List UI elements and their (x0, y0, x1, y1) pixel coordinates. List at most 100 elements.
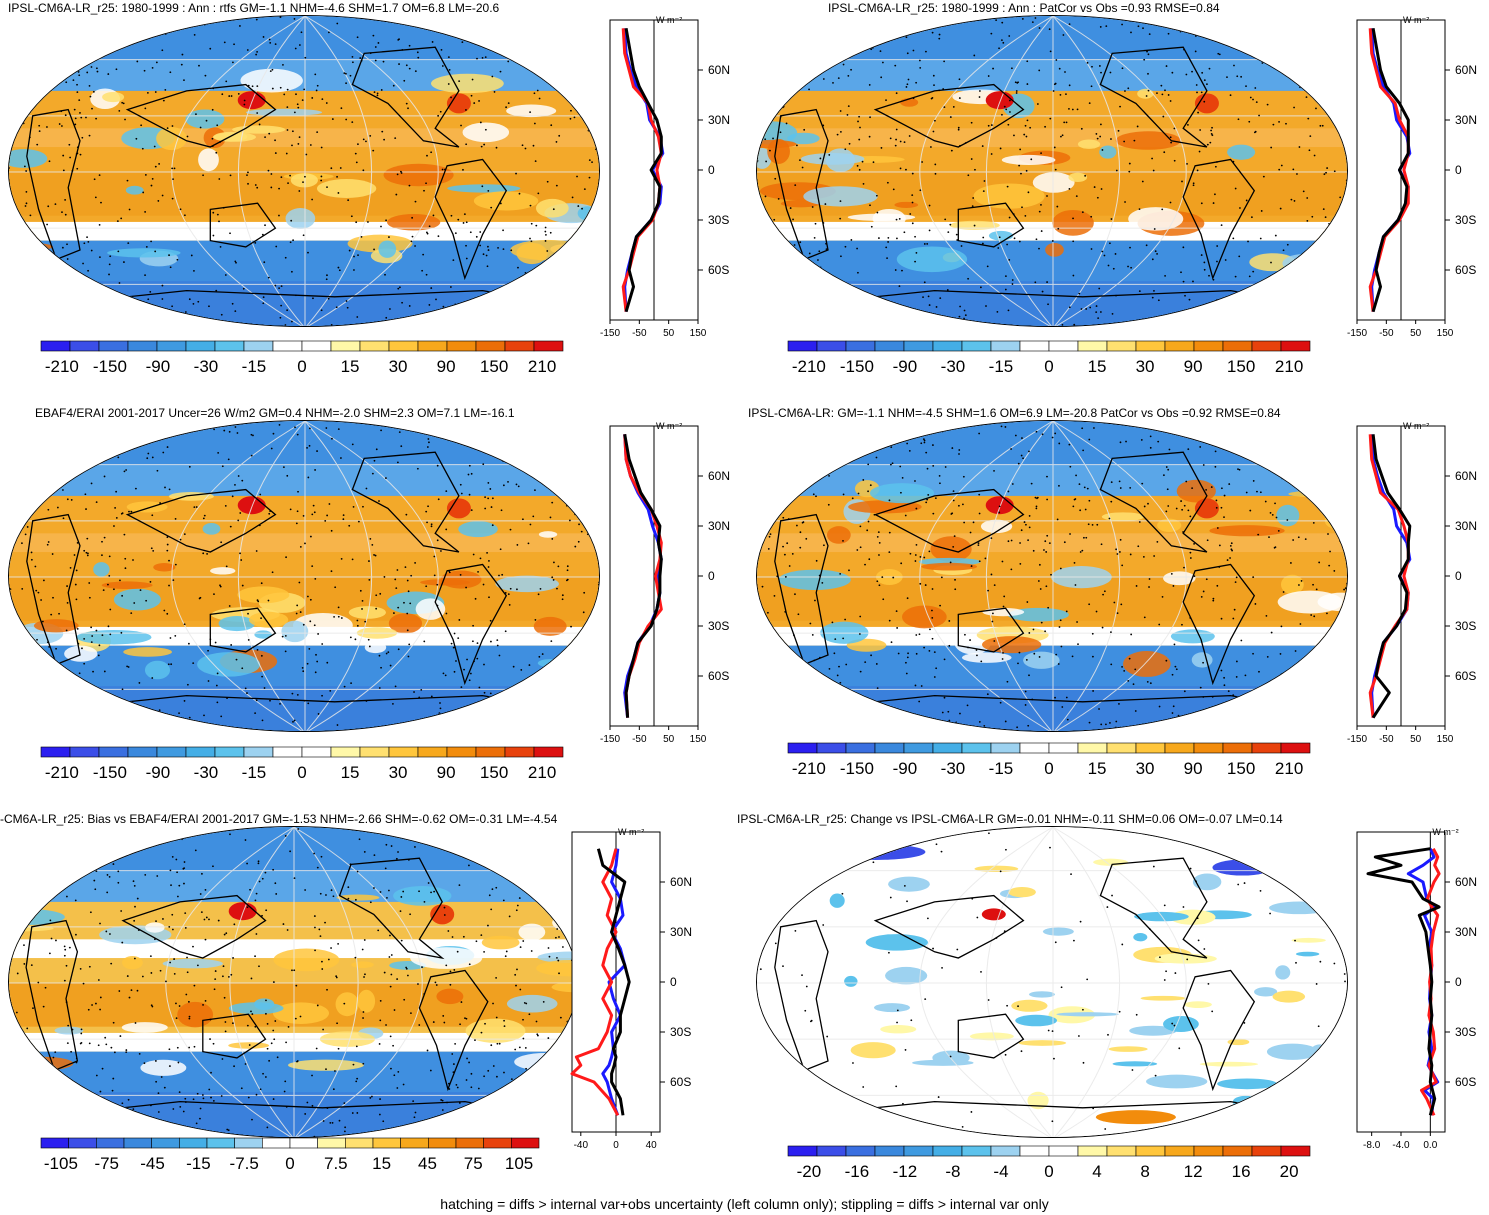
panel-title-p4: IPSL-CM6A-LR: GM=-1.1 NHM=-4.5 SHM=1.6 O… (748, 406, 1281, 420)
colorbar-label: 90 (437, 763, 456, 782)
lat-label: 60N (1455, 875, 1477, 889)
lat-label: 60S (1455, 669, 1476, 683)
colorbar-p5: -105 -75 -45 -15 -7.5 0 7.5 15 45 75 105 (40, 1137, 540, 1177)
zonal-profile-p6: W m⁻² 60N 30N 0 30S 60S -8.0 -4.0 0.0 (1345, 824, 1485, 1164)
colorbar-swatch (206, 1137, 235, 1149)
colorbar-label: -210 (45, 763, 79, 782)
colorbar-swatch (301, 340, 332, 352)
lat-label: 60S (1455, 1075, 1476, 1089)
colorbar-swatch (874, 340, 905, 352)
lat-label: 30N (670, 925, 692, 939)
colorbar-swatch (475, 746, 506, 758)
colorbar-swatch (446, 340, 477, 352)
colorbar-label: -45 (140, 1154, 165, 1173)
colorbar-label: 30 (1136, 759, 1155, 778)
lat-label: 30S (1455, 213, 1476, 227)
profile-xtick: 150 (1437, 734, 1454, 745)
colorbar-label: 12 (1184, 1162, 1203, 1181)
colorbar-label: 15 (341, 763, 360, 782)
colorbar-swatch (845, 742, 876, 754)
colorbar-swatch (1193, 742, 1224, 754)
colorbar-p4: -210 -150 -90 -30 -15 0 15 30 90 150 210 (787, 742, 1311, 782)
colorbar-swatch (903, 742, 934, 754)
colorbar-swatch (961, 1145, 992, 1157)
colorbar-swatch (1251, 1145, 1282, 1157)
colorbar-swatch (96, 1137, 125, 1149)
profile-xtick: 150 (1437, 328, 1454, 339)
colorbar-swatch (1135, 340, 1166, 352)
colorbar-label: 90 (1184, 759, 1203, 778)
panel-title-p1: IPSL-CM6A-LR_r25: 1980-1999 : Ann : rtfs… (8, 1, 500, 15)
colorbar-swatch (845, 340, 876, 352)
profile-xtick: -150 (1347, 328, 1367, 339)
lat-label: 0 (1455, 569, 1462, 583)
colorbar-swatch (1251, 742, 1282, 754)
colorbar-label: 105 (505, 1154, 533, 1173)
colorbar-swatch (345, 1137, 374, 1149)
lat-label: 0 (1455, 163, 1462, 177)
lat-label: 30N (708, 519, 730, 533)
colorbar-label: -210 (792, 357, 826, 376)
lat-label: 60N (708, 469, 730, 483)
colorbar-swatch (330, 746, 361, 758)
colorbar-swatch (1251, 340, 1282, 352)
colorbar-swatch (234, 1137, 263, 1149)
colorbar-swatch (156, 340, 187, 352)
colorbar-label: -15 (242, 763, 267, 782)
colorbar-swatch (1222, 340, 1253, 352)
colorbar-swatch (40, 340, 71, 352)
colorbar-swatch (262, 1137, 291, 1149)
colorbar-swatch (903, 340, 934, 352)
profile-xtick: 50 (663, 328, 675, 339)
colorbar-swatch (428, 1137, 457, 1149)
colorbar-label: -150 (840, 357, 874, 376)
colorbar-swatch (816, 742, 847, 754)
lat-label: 0 (708, 163, 715, 177)
colorbar-swatch (990, 1145, 1021, 1157)
colorbar-swatch (787, 340, 818, 352)
colorbar-swatch (317, 1137, 346, 1149)
colorbar-swatch (151, 1137, 180, 1149)
colorbar-label: -30 (941, 759, 966, 778)
colorbar-swatch (69, 746, 100, 758)
colorbar-swatch (272, 746, 303, 758)
colorbar-label: -90 (893, 357, 918, 376)
colorbar-swatch (446, 746, 477, 758)
colorbar-swatch (504, 746, 535, 758)
colorbar-swatch (1048, 1145, 1079, 1157)
lat-label: 30S (708, 213, 729, 227)
profile-unit: W m⁻² (1403, 15, 1429, 25)
profile-xtick: -50 (1379, 734, 1394, 745)
colorbar-swatch (961, 742, 992, 754)
colorbar-label: -15 (989, 357, 1014, 376)
colorbar-swatch (1106, 340, 1137, 352)
profile-series-2 (624, 28, 663, 313)
colorbar-swatch (40, 746, 71, 758)
colorbar-swatch (98, 746, 129, 758)
map-p1 (8, 15, 600, 327)
colorbar-swatch (372, 1137, 401, 1149)
colorbar-swatch (1280, 1145, 1311, 1157)
colorbar-swatch (127, 746, 158, 758)
colorbar-swatch (417, 746, 448, 758)
profile-xtick: 50 (663, 734, 675, 745)
colorbar-label: -105 (44, 1154, 78, 1173)
colorbar-label: 0 (1044, 1162, 1053, 1181)
colorbar-swatch (845, 1145, 876, 1157)
colorbar-label: -30 (941, 357, 966, 376)
profile-xtick: -40 (574, 1140, 589, 1151)
lat-label: 0 (708, 569, 715, 583)
colorbar-label: 0 (285, 1154, 294, 1173)
colorbar-swatch (1222, 1145, 1253, 1157)
profile-xtick: -50 (632, 734, 647, 745)
profile-xtick: -150 (600, 328, 620, 339)
profile-xtick: 0 (613, 1140, 619, 1151)
colorbar-label: 15 (1088, 357, 1107, 376)
colorbar-label: -210 (45, 357, 79, 376)
profile-xtick: -150 (1347, 734, 1367, 745)
map-p3 (8, 420, 600, 732)
colorbar-label: 210 (1275, 759, 1303, 778)
profile-xtick: 0.0 (1423, 1140, 1437, 1151)
colorbar-swatch (1222, 742, 1253, 754)
colorbar-swatch (1193, 1145, 1224, 1157)
